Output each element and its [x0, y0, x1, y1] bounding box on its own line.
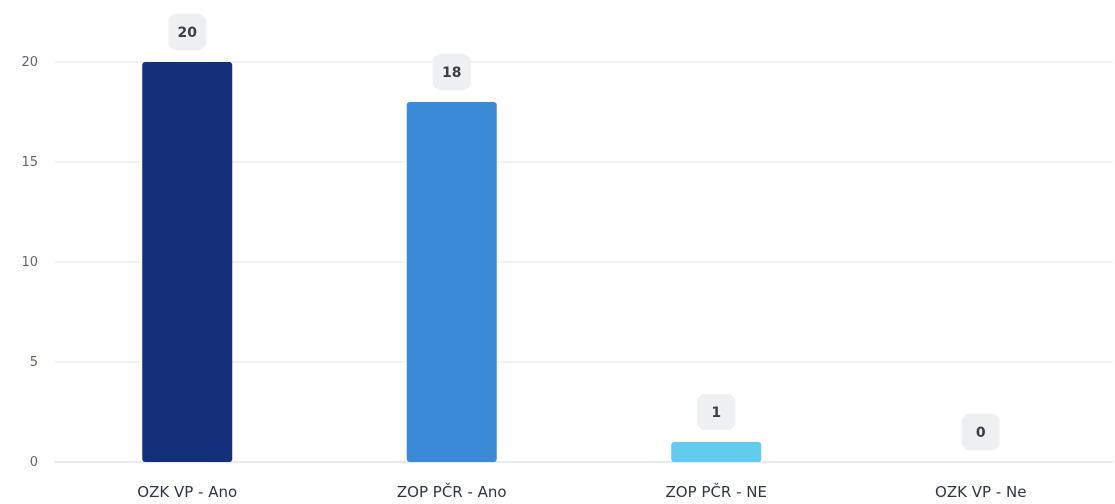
- x-tick-label: ZOP PČR - Ano: [397, 482, 507, 500]
- data-label-box: [961, 414, 1000, 450]
- data-label: 1: [711, 405, 721, 421]
- data-label-layer: 20 18 1 0: [168, 14, 1000, 450]
- bar-layer: [142, 62, 762, 462]
- y-tick-label: 15: [21, 155, 38, 170]
- y-tick-label: 5: [30, 355, 38, 370]
- data-label: 18: [442, 65, 461, 81]
- y-tick-label: 0: [30, 455, 38, 470]
- data-label: 20: [178, 25, 198, 41]
- x-tick-label: OZK VP - Ano: [137, 483, 237, 500]
- bar[interactable]: [142, 62, 233, 462]
- data-label-box: [432, 54, 471, 90]
- bar[interactable]: [406, 102, 497, 462]
- y-tick-label: 10: [21, 255, 38, 270]
- data-label-box: [697, 394, 736, 430]
- bar[interactable]: [671, 442, 762, 462]
- x-tick-label: ZOP PČR - NE: [666, 482, 767, 500]
- data-label: 0: [976, 425, 986, 441]
- data-label-box: [168, 14, 207, 50]
- x-tick-label: OZK VP - Ne: [935, 483, 1026, 500]
- y-tick-label: 20: [21, 55, 38, 70]
